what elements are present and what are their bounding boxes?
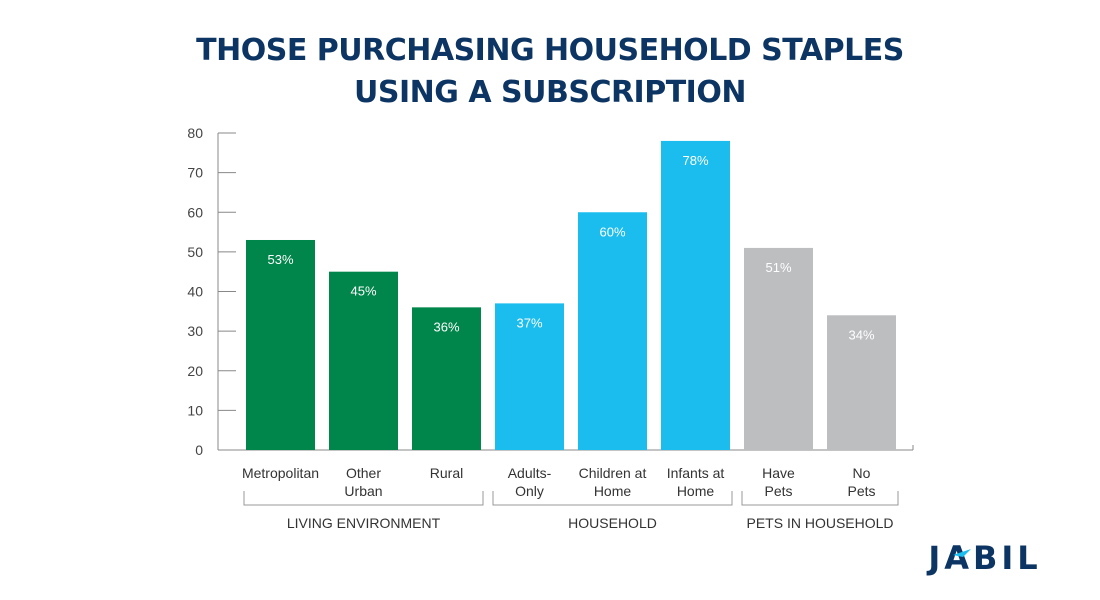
data-label: 78% [682,153,708,168]
group-bracket [741,491,899,506]
category-label: Adults- [508,465,552,481]
group-bracket [492,491,733,506]
y-tick-label: 0 [195,442,203,458]
bar [495,303,564,450]
y-tick-label: 50 [187,244,203,260]
y-tick-label: 70 [187,165,203,181]
logo-swoosh [953,549,971,557]
data-label: 53% [267,252,293,267]
category-label: Children at [579,465,647,481]
category-label: Other [346,465,381,481]
bar [827,315,896,450]
category-label: Metropolitan [242,465,319,481]
category-label: Pets [764,483,792,499]
y-tick-label: 80 [187,125,203,141]
bar [744,247,813,450]
data-label: 45% [350,284,376,299]
data-label: 51% [765,260,791,275]
bar [412,307,481,450]
chart-title-line-1: THOSE PURCHASING HOUSEHOLD STAPLES [196,33,904,68]
logo-text: JABIL [926,539,1041,577]
bar [578,212,647,450]
category-label: Home [594,483,632,499]
category-label: No [853,465,871,481]
group-label: HOUSEHOLD [568,515,657,531]
chart-title: THOSE PURCHASING HOUSEHOLD STAPLES USING… [0,30,1100,114]
category-label: Rural [430,465,463,481]
category-label: Infants at [667,465,725,481]
y-tick-label: 20 [187,363,203,379]
group-bracket [243,491,484,506]
bar [661,140,730,451]
group-label: LIVING ENVIRONMENT [287,515,441,531]
group-label: PETS IN HOUSEHOLD [746,515,893,531]
data-label: 60% [599,224,625,239]
y-tick-label: 40 [187,284,203,300]
category-label: Only [515,483,544,499]
y-tick-label: 10 [187,402,203,418]
y-tick-label: 60 [187,204,203,220]
category-label: Have [762,465,795,481]
category-label: Urban [344,483,382,499]
data-label: 37% [516,315,542,330]
bar [329,271,398,450]
y-tick-label: 30 [187,323,203,339]
data-label: 36% [433,319,459,334]
bar [246,239,315,450]
category-label: Home [677,483,715,499]
jabil-logo: JABIL [926,539,1041,577]
data-label: 34% [848,327,874,342]
category-label: Pets [847,483,875,499]
chart-title-line-2: USING A SUBSCRIPTION [354,75,746,110]
